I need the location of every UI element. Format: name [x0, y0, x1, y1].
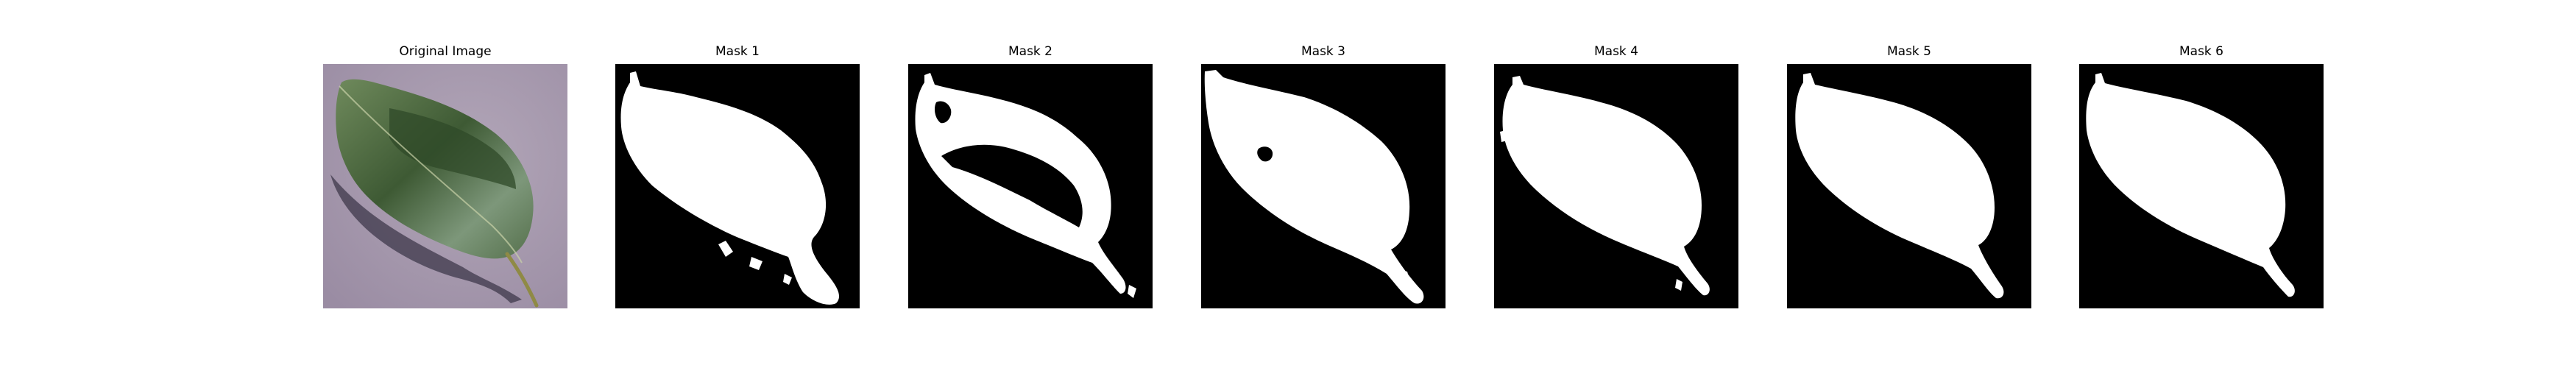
mask-3-image [1201, 64, 1446, 308]
mask-5-image [1787, 64, 2031, 308]
panel-title: Mask 6 [2179, 44, 2223, 59]
panel-title: Mask 3 [1301, 44, 1345, 59]
panel-title: Original Image [399, 44, 492, 59]
mask-2-image [908, 64, 1153, 308]
mask-4-image [1494, 64, 1738, 308]
panel-title: Mask 2 [1008, 44, 1052, 59]
original-leaf-photo [323, 64, 567, 308]
panel-title: Mask 5 [1886, 44, 1931, 59]
mask-1-image [615, 64, 860, 308]
panel-title: Mask 4 [1593, 44, 1638, 59]
mask-6-image [2079, 64, 2324, 308]
panel-title: Mask 1 [715, 44, 760, 59]
